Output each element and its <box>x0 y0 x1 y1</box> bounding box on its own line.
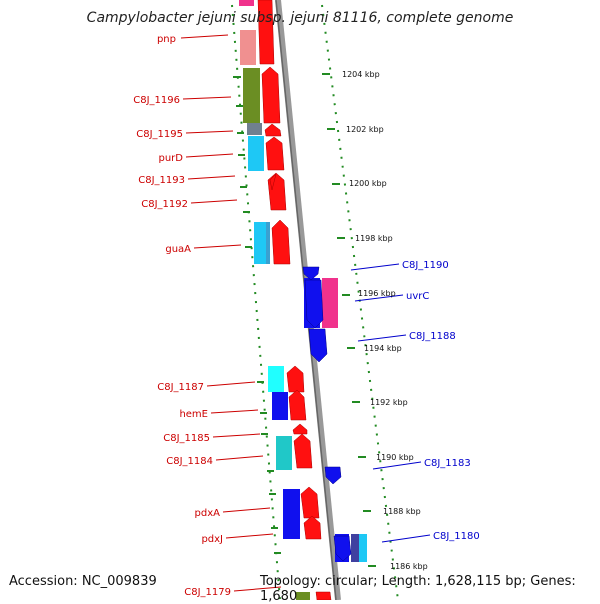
leader-line <box>222 507 271 513</box>
gene-label: C8J_1192 <box>141 199 188 210</box>
kbp-label: 1192 kbp <box>370 398 408 407</box>
cog-box-olive <box>243 68 260 123</box>
gene-arrow-fwd <box>315 591 332 600</box>
leader-line <box>182 96 232 100</box>
cog-box-teal <box>276 436 292 470</box>
left-gene-labels: pnp C8J_1196 C8J_1195 purD C8J_1193 C8J_… <box>133 34 231 598</box>
leader-line <box>212 433 261 438</box>
leader-line <box>187 175 236 180</box>
left-guide-dotted <box>231 4 281 600</box>
leader-line <box>185 153 234 158</box>
leader-line <box>357 334 407 342</box>
gene-label: guaA <box>165 244 191 255</box>
leader-line <box>215 455 264 461</box>
leader-line <box>190 199 238 204</box>
cog-box-blue <box>272 392 288 420</box>
gene-label: hemE <box>179 409 208 420</box>
gene-arrow-fwd <box>257 0 275 65</box>
leader-line <box>372 461 422 470</box>
gene-arrow-fwd <box>269 173 277 191</box>
gene-label: C8J_1196 <box>133 95 180 106</box>
accession-label: Accession: NC_009839 <box>9 574 157 589</box>
cog-box-slate-right <box>351 534 359 562</box>
leader-line <box>210 409 259 414</box>
cog-box-darkblue <box>283 489 300 539</box>
gene-label: C8J_1185 <box>163 433 210 444</box>
gene-arrow-rev <box>308 328 328 363</box>
kbp-label: 1204 kbp <box>342 70 380 79</box>
kbp-label: 1198 kbp <box>355 234 393 243</box>
kbp-label: 1196 kbp <box>358 289 396 298</box>
gene-label: pdxJ <box>201 534 223 545</box>
right-leader-lines <box>350 263 431 543</box>
cog-box-gray <box>247 123 262 135</box>
gene-arrow-fwd <box>286 365 305 393</box>
gene-arrow-fwd <box>293 433 313 469</box>
gene-arrow-fwd <box>261 66 281 124</box>
gene-arrow-fwd <box>267 172 287 211</box>
gene-label: pdxA <box>195 508 221 519</box>
gene-label: C8J_1179 <box>184 587 231 598</box>
gene-arrow-fwd <box>303 515 322 540</box>
right-guide-dotted <box>321 4 399 600</box>
gene-label: purD <box>159 153 184 164</box>
cog-box-cyan-right <box>359 534 367 562</box>
gene-label: C8J_1183 <box>424 458 471 469</box>
cog-box-lightblue-edge <box>266 222 270 264</box>
gene-label: C8J_1187 <box>157 382 204 393</box>
gene-arrow-fwd <box>265 136 285 171</box>
gene-arrow-fwd <box>271 219 291 265</box>
cog-box-magenta-right <box>322 278 338 328</box>
right-gene-labels: C8J_1190 uvrC C8J_1188 C8J_1183 C8J_1180 <box>402 260 480 542</box>
gene-arrow-fwd <box>292 423 308 435</box>
left-tick-group <box>233 76 281 554</box>
gene-arrow-fwd <box>288 389 307 421</box>
gene-arrow-rev <box>304 279 324 329</box>
gene-arrow-fwd <box>264 123 282 137</box>
leader-line <box>233 586 282 592</box>
gene-label: C8J_1193 <box>138 175 185 186</box>
map-title: Campylobacter jejuni subsp. jejuni 81116… <box>86 10 514 26</box>
cog-box-aqua <box>268 366 284 392</box>
kbp-tick-group <box>322 73 376 567</box>
leader-line <box>381 534 431 543</box>
kbp-label: 1202 kbp <box>346 125 384 134</box>
leader-line <box>185 130 234 134</box>
gene-arrow-rev <box>324 466 342 485</box>
gene-label: pnp <box>157 34 176 45</box>
cog-box-salmon <box>240 30 256 65</box>
leader-line <box>225 533 274 539</box>
left-leader-lines <box>180 34 282 592</box>
leader-line <box>354 294 404 302</box>
kbp-label: 1186 kbp <box>390 562 428 571</box>
gene-label: uvrC <box>406 291 429 302</box>
gene-arrow-rev <box>302 266 320 281</box>
forward-genes <box>257 0 332 600</box>
gene-label: C8J_1184 <box>166 456 213 467</box>
leader-line <box>206 381 256 387</box>
gene-arrow-fwd <box>300 486 320 519</box>
kbp-label: 1194 kbp <box>364 344 402 353</box>
leader-line <box>193 244 242 249</box>
gene-label: C8J_1180 <box>433 531 480 542</box>
kbp-labels: 1204 kbp 1202 kbp 1200 kbp 1198 kbp 1196… <box>342 70 428 571</box>
reverse-genes <box>302 266 352 562</box>
kbp-label: 1200 kbp <box>349 179 387 188</box>
gene-label: C8J_1188 <box>409 331 456 342</box>
kbp-label: 1188 kbp <box>383 507 421 516</box>
cog-box-green-bottom <box>296 592 310 600</box>
kbp-label: 1190 kbp <box>376 453 414 462</box>
cog-box-cyan <box>248 136 264 171</box>
gene-label: C8J_1190 <box>402 260 449 271</box>
gene-arrow-rev <box>333 535 352 562</box>
leader-line <box>350 263 400 271</box>
cog-box-pink <box>239 0 254 6</box>
leader-line <box>180 34 229 39</box>
gene-label: C8J_1195 <box>136 129 183 140</box>
